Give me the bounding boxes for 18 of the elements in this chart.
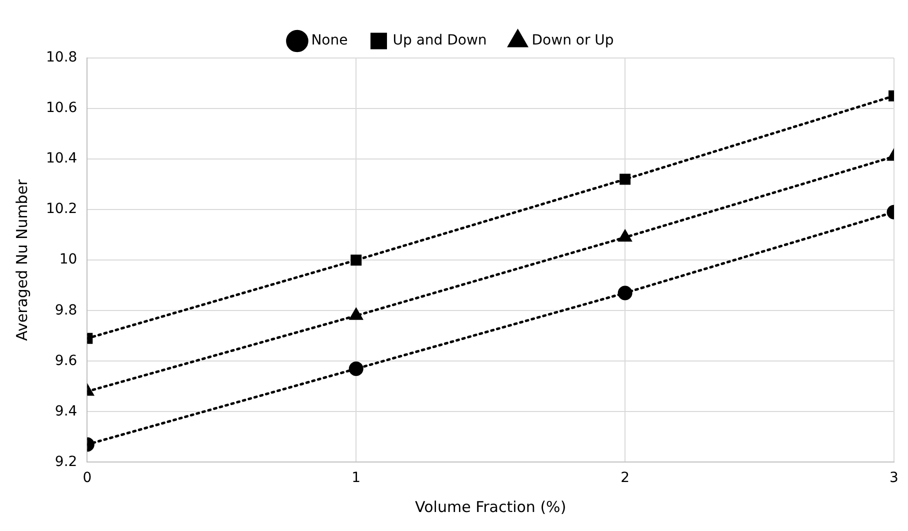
x-tick-label: 0 bbox=[82, 470, 92, 486]
x-tick-label: 3 bbox=[890, 470, 898, 486]
legend-label: Up and Down bbox=[392, 32, 487, 49]
y-tick-label: 9.4 bbox=[54, 403, 78, 420]
y-tick-label: 9.8 bbox=[54, 302, 78, 318]
y-tick-label: 10.6 bbox=[46, 100, 78, 116]
y-tick-label: 9.6 bbox=[54, 352, 78, 369]
y-tick-label: 10.4 bbox=[46, 150, 78, 167]
y-tick-label: 9.2 bbox=[54, 454, 78, 470]
x-tick-label: 1 bbox=[352, 470, 361, 486]
legend-label: None bbox=[311, 32, 348, 49]
x-tick-label: 2 bbox=[620, 470, 630, 486]
y-axis-title: Averaged Nu Number bbox=[12, 178, 31, 341]
y-tick-label: 10.2 bbox=[46, 201, 78, 218]
legend-label: Down or Up bbox=[532, 32, 614, 49]
y-tick-label: 10 bbox=[59, 252, 78, 268]
x-axis-title: Volume Fraction (%) bbox=[415, 498, 566, 516]
y-tick-label: 10.8 bbox=[46, 50, 78, 66]
